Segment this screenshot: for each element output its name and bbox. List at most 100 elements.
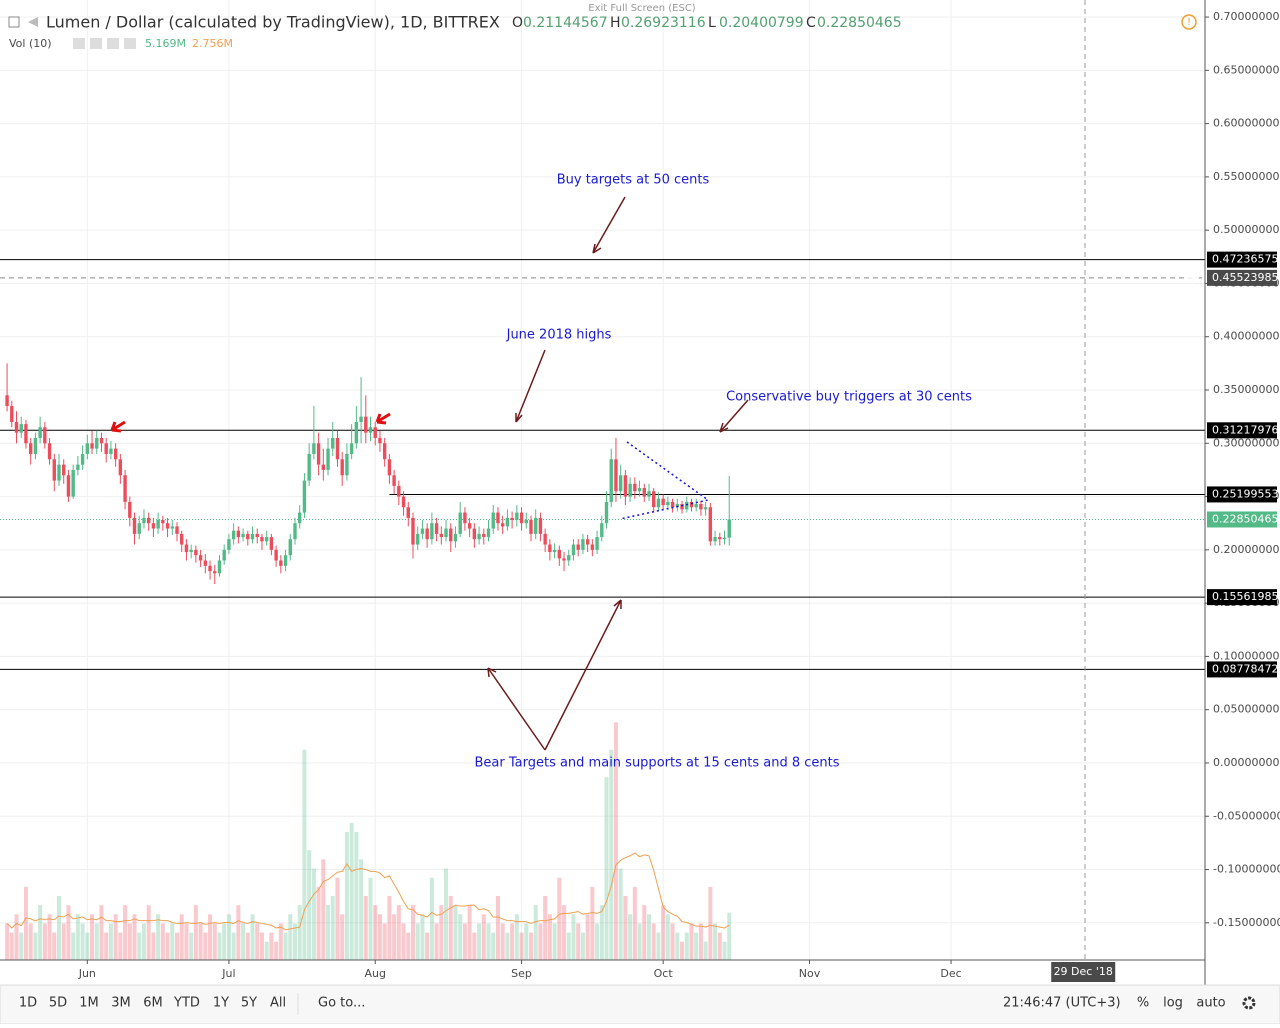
level-box <box>1207 661 1277 678</box>
range-button[interactable]: 6M <box>143 996 163 1011</box>
volume-bar <box>259 932 264 960</box>
candle-body <box>95 437 99 449</box>
candle-body <box>250 533 255 540</box>
volume-bar <box>359 859 364 960</box>
range-button[interactable]: 3M <box>111 996 131 1011</box>
candle-body <box>472 528 477 540</box>
volume-bar <box>90 914 95 960</box>
candle-body <box>241 533 245 538</box>
legend-icons <box>73 38 136 49</box>
range-button[interactable]: All <box>270 996 286 1011</box>
candle-body <box>109 448 113 454</box>
volume-bar <box>198 923 203 960</box>
candle-body <box>727 519 731 538</box>
y-tick-label: 0.10000000 <box>1213 649 1279 662</box>
icon[interactable] <box>73 38 85 49</box>
collapse-icon[interactable] <box>8 16 20 28</box>
range-button[interactable]: YTD <box>173 996 200 1011</box>
volume-bar <box>646 914 651 960</box>
candle-body <box>255 533 259 538</box>
volume-bar <box>477 923 482 960</box>
candle-body <box>699 504 703 510</box>
candle-body <box>392 475 396 486</box>
range-button[interactable]: 1Y <box>213 996 229 1011</box>
candle-body <box>161 520 165 524</box>
volume-bar <box>557 877 562 960</box>
volume-bar <box>576 923 581 960</box>
candle-body <box>434 523 439 534</box>
volume-bar <box>165 932 170 960</box>
candle-body <box>382 443 387 460</box>
volume-bar <box>94 923 99 960</box>
candle-body <box>180 533 184 545</box>
candle-body <box>14 421 19 433</box>
arrow <box>110 420 126 433</box>
volume-bar <box>245 932 250 960</box>
settings-button[interactable] <box>1242 996 1256 1010</box>
y-tick-label: -0.15000000 <box>1213 916 1280 929</box>
candle-body <box>482 533 486 538</box>
volume-bar <box>420 914 425 960</box>
volume-bar <box>321 859 326 960</box>
volume-bar <box>236 905 241 960</box>
exit-fullscreen[interactable]: Exit Full Screen (ESC) <box>588 3 696 14</box>
candle-body <box>283 555 288 566</box>
alert-icon[interactable] <box>1181 14 1197 30</box>
icon[interactable] <box>107 38 119 49</box>
candle-body <box>349 443 354 454</box>
level-label: 0.47236575 <box>1212 253 1278 266</box>
volume-bar <box>184 923 189 960</box>
volume-bar <box>208 914 213 960</box>
volume-bar <box>75 914 80 960</box>
candle-body <box>293 523 297 540</box>
candle-body <box>231 530 236 540</box>
candle-body <box>99 437 104 444</box>
volume-bar <box>538 923 543 960</box>
candle-body <box>562 558 566 561</box>
range-button[interactable]: 5D <box>49 996 67 1011</box>
volume-bar <box>543 896 548 960</box>
volume-bar <box>179 914 184 960</box>
volume-bar <box>174 932 179 960</box>
volume-bar <box>406 932 411 960</box>
candle-body <box>439 533 444 538</box>
volume-bar <box>585 914 590 960</box>
volume-bar <box>80 923 85 960</box>
candle-body <box>264 537 269 542</box>
volume-bar <box>42 923 47 960</box>
volume-bar <box>661 905 666 960</box>
range-button[interactable]: 1D <box>19 996 37 1011</box>
volume-bar <box>335 877 340 960</box>
candle-body <box>614 459 618 492</box>
volume-bar <box>330 896 335 960</box>
candle-body <box>269 537 274 550</box>
crosshair-plus <box>1187 271 1199 284</box>
volume-bar <box>505 932 510 960</box>
range-button[interactable]: 1M <box>79 996 99 1011</box>
goto-button[interactable]: Go to... <box>318 996 365 1011</box>
icon[interactable] <box>90 38 102 49</box>
range-button[interactable]: 5Y <box>241 996 257 1011</box>
icon[interactable] <box>124 38 136 49</box>
volume-bar <box>127 923 132 960</box>
option-button[interactable]: % <box>1137 996 1149 1011</box>
volume-bar <box>694 932 699 960</box>
volume-bar <box>326 905 331 960</box>
candle-body <box>359 416 363 422</box>
option-button[interactable]: auto <box>1196 996 1225 1011</box>
volume-bar <box>580 932 585 960</box>
x-tick-label: Jul <box>221 967 235 980</box>
toolbar <box>0 984 1280 1025</box>
volume-bar <box>28 923 33 960</box>
volume-bar <box>415 923 420 960</box>
candle-body <box>71 469 75 497</box>
option-button[interactable]: log <box>1163 996 1183 1011</box>
volume-bar <box>274 941 279 960</box>
candle-body <box>718 537 722 540</box>
candle-body <box>28 443 33 454</box>
candle-body <box>298 512 302 524</box>
candle-body <box>463 512 467 524</box>
volume-bar <box>453 905 458 960</box>
candle-body <box>600 523 604 538</box>
